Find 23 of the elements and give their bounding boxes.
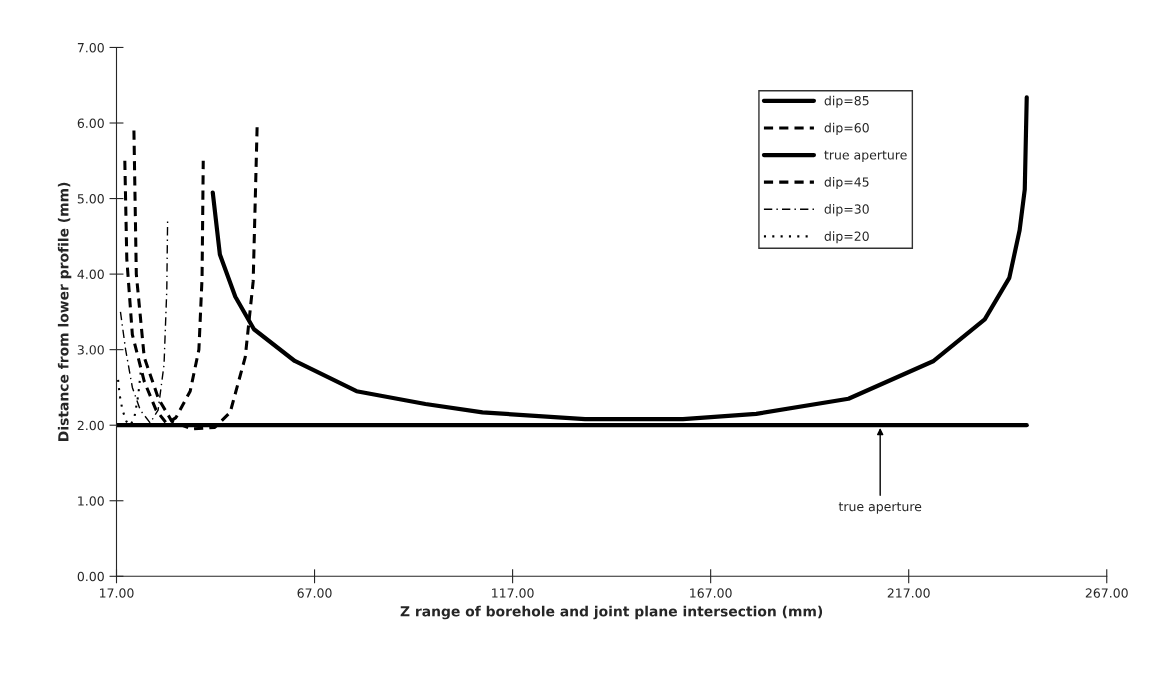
- y-tick-label: 6.00: [77, 118, 104, 128]
- y-tick-label: 4.00: [77, 269, 104, 280]
- annotation: true aperture: [838, 502, 922, 514]
- y-tick-label: 3.00: [77, 345, 104, 355]
- legend-label: dip=20: [824, 231, 869, 244]
- x-tick-label: 167.00: [690, 588, 732, 598]
- x-tick-label: 117.00: [492, 588, 534, 598]
- legend-label: dip=60: [824, 122, 869, 135]
- y-tick-label: 7.00: [77, 42, 104, 53]
- x-tick-label: 267.00: [1085, 588, 1128, 598]
- y-tick-label: 5.00: [77, 194, 104, 204]
- y-tick-label: 0.00: [77, 571, 104, 582]
- legend-label: true aperture: [824, 150, 907, 163]
- legend-label: dip=45: [824, 177, 869, 190]
- legend-label: dip=30: [824, 204, 869, 217]
- x-tick-label: 217.00: [887, 588, 930, 598]
- legend-label: dip=85: [824, 95, 869, 108]
- y-tick-label: 2.00: [77, 420, 104, 431]
- x-tick-label: 67.00: [297, 588, 332, 598]
- y-tick-label: 1.00: [78, 496, 104, 506]
- x-tick-label: 17.00: [99, 588, 134, 598]
- x-axis-title: Z range of borehole and joint plane intersection (mm): [400, 605, 823, 620]
- y-axis-title: Distance from lower profile (mm): [57, 182, 72, 441]
